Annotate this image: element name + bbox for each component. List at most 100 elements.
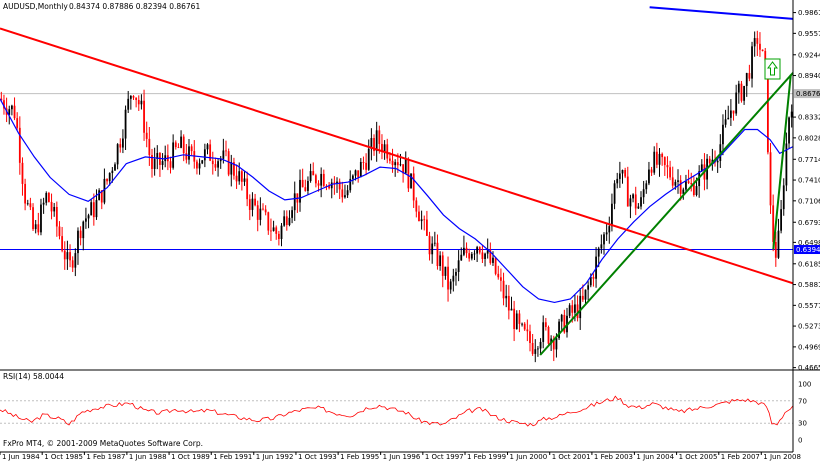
candle-body <box>592 276 595 279</box>
candle-body <box>82 221 85 239</box>
candle-body <box>349 178 352 191</box>
time-tick-label: 1 Oct 1993 <box>298 453 337 461</box>
trendline-red-0 <box>0 27 794 285</box>
candle-body <box>214 164 217 168</box>
candle-body <box>312 171 315 176</box>
candle-body <box>410 173 412 189</box>
candle-body <box>254 198 256 206</box>
candle-body <box>468 253 471 259</box>
candle-body <box>420 219 423 222</box>
candle-body <box>267 212 270 231</box>
candle-body <box>344 195 346 198</box>
candle-body <box>388 158 391 161</box>
candle-body <box>402 164 405 174</box>
candle-body <box>722 124 724 145</box>
candle-body <box>336 181 338 184</box>
candle-body <box>50 201 53 212</box>
candle-body <box>71 260 74 268</box>
candle-body <box>180 136 182 148</box>
candle-body <box>489 250 492 263</box>
candle-body <box>63 250 66 260</box>
candle-body <box>293 193 296 211</box>
time-tick-label: 1 Feb 2003 <box>594 453 633 461</box>
candle-body <box>542 322 545 342</box>
candle-body <box>29 203 32 208</box>
candle-body <box>34 224 37 230</box>
candle-body <box>114 164 116 171</box>
candle-body <box>547 326 550 344</box>
candle-body <box>552 338 555 350</box>
candle-body <box>98 190 101 201</box>
candle-body <box>359 162 362 178</box>
candle-body <box>568 305 571 316</box>
candle-body <box>45 193 48 203</box>
candle-body <box>21 162 24 184</box>
price-tick-label: 0.67930 <box>798 219 820 227</box>
candle-body <box>507 295 510 311</box>
price-tick-label: 0.58810 <box>798 281 820 289</box>
candle-body <box>500 277 502 281</box>
candle-body <box>740 83 743 101</box>
price-tick-label: 0.52735 <box>798 323 820 331</box>
candle-body <box>188 146 190 160</box>
candle-body <box>597 248 600 257</box>
candle-body <box>486 250 489 254</box>
candle-body <box>727 117 730 120</box>
candle-body <box>579 295 582 319</box>
candle-body <box>692 184 695 196</box>
candle-body <box>759 43 761 50</box>
price-tick-label: 0.89400 <box>798 72 820 80</box>
candle-body <box>13 105 16 119</box>
candle-body <box>584 289 587 300</box>
candle-body <box>153 158 156 169</box>
candle-body <box>108 173 111 182</box>
time-tick-label: 1 Oct 2005 <box>679 453 718 461</box>
candle-body <box>66 252 69 260</box>
candle-body <box>111 170 114 174</box>
candle-body <box>685 181 687 190</box>
candle-body <box>476 247 479 254</box>
candle-body <box>510 308 513 311</box>
candle-body <box>275 227 278 234</box>
candle-body <box>671 177 674 186</box>
candle-body <box>502 280 505 299</box>
candle-body <box>581 295 584 300</box>
candle-body <box>700 164 703 172</box>
candle-body <box>246 178 249 200</box>
candle-body <box>737 83 740 93</box>
candle-body <box>48 193 50 202</box>
candle-body <box>621 169 624 174</box>
candle-body <box>259 208 262 220</box>
candle-body <box>788 117 790 144</box>
candle-body <box>143 100 145 133</box>
candle-body <box>716 160 719 163</box>
candle-body <box>132 95 135 98</box>
candle-body <box>262 208 264 210</box>
candle-body <box>370 138 373 149</box>
candle-body <box>58 226 61 237</box>
candle-body <box>151 155 153 169</box>
candle-body <box>663 157 666 166</box>
candle-body <box>481 252 484 259</box>
candle-body <box>571 305 574 313</box>
candle-body <box>629 198 632 207</box>
candle-body <box>603 234 605 245</box>
candle-body <box>95 200 98 218</box>
copyright-label: FxPro MT4, © 2001-2009 MetaQuotes Softwa… <box>3 439 203 448</box>
candle-body <box>436 242 439 267</box>
candle-body <box>729 110 732 118</box>
time-tick-label: 1 Feb 1999 <box>467 453 506 461</box>
candle-body <box>40 204 42 233</box>
candle-body <box>322 173 325 186</box>
candle-body <box>0 98 3 101</box>
candle-body <box>653 151 656 173</box>
candle-body <box>209 144 212 161</box>
candle-body <box>381 143 383 153</box>
candle-body <box>243 178 246 182</box>
symbol-label: AUDUSD,Monthly <box>3 2 68 11</box>
candle-body <box>270 230 272 232</box>
candle-body <box>423 219 426 221</box>
candle-body <box>291 210 293 218</box>
